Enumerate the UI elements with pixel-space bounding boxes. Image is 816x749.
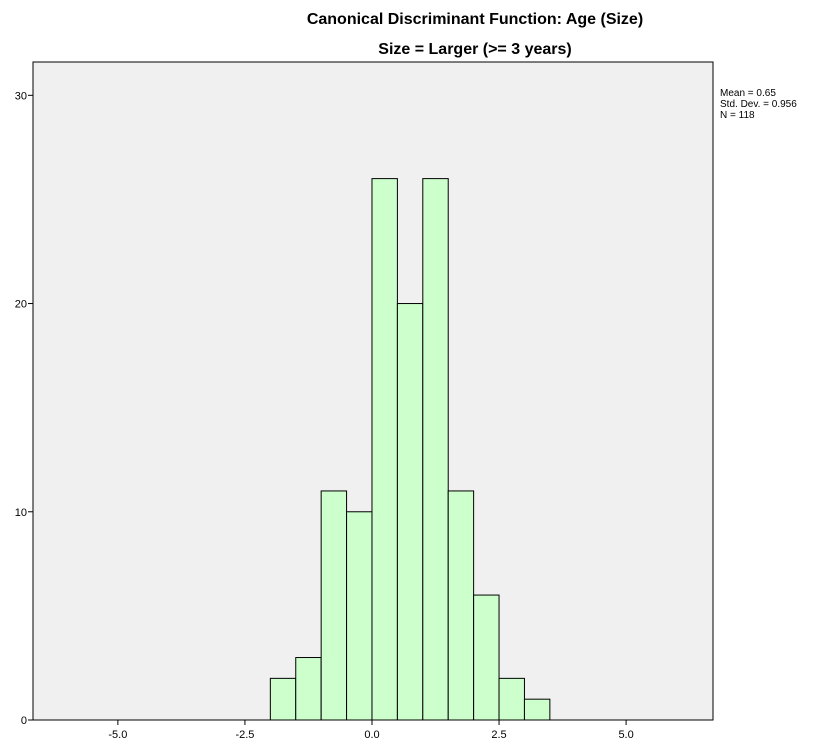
bar: [396, 303, 424, 721]
stats-text: N = 118: [720, 110, 755, 121]
bar: [371, 178, 398, 721]
bar: [422, 178, 449, 721]
y-tick-label: 30: [15, 90, 27, 102]
x-tick-label: 0.0: [364, 729, 379, 741]
bar: [473, 594, 500, 721]
chart-subtitle: Size = Larger (>= 3 years): [378, 41, 571, 58]
bar: [295, 657, 322, 721]
chart-title: Canonical Discriminant Function: Age (Si…: [307, 11, 643, 28]
bar: [447, 490, 475, 721]
y-tick-label: 10: [15, 507, 27, 519]
y-tick-label: 0: [21, 715, 27, 727]
x-tick-label: -2.5: [235, 729, 254, 741]
stats-text: Std. Dev. = 0.956: [720, 99, 797, 110]
x-tick-label: 5.0: [618, 729, 633, 741]
stats-text: Mean = 0.65: [720, 88, 776, 99]
x-tick-label: 2.5: [491, 729, 506, 741]
bar: [346, 511, 373, 721]
bar: [269, 677, 297, 721]
y-tick-label: 20: [15, 299, 27, 311]
bar: [498, 677, 525, 721]
x-tick-label: -5.0: [108, 729, 127, 741]
bar: [320, 490, 348, 721]
bar: [523, 698, 551, 721]
